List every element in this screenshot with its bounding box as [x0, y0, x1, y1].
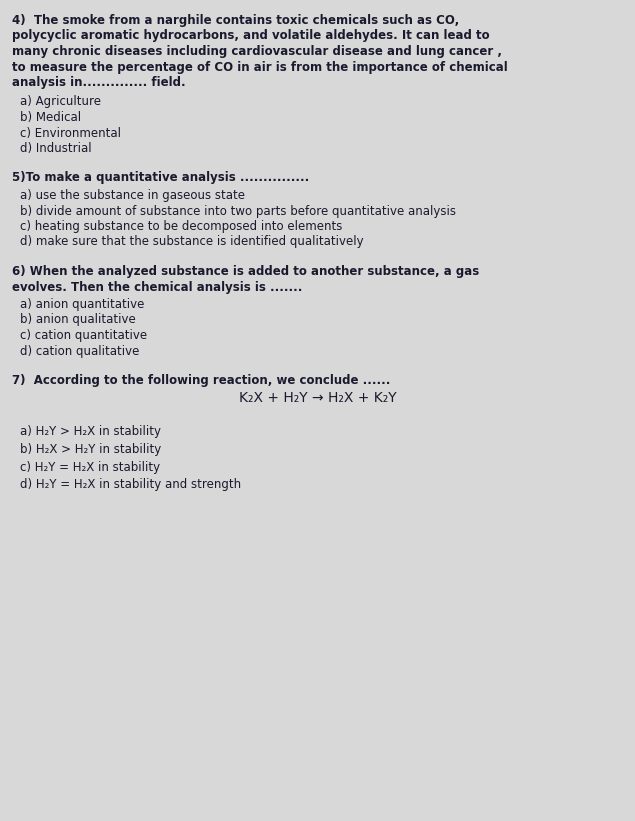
Text: polycyclic aromatic hydrocarbons, and volatile aldehydes. It can lead to: polycyclic aromatic hydrocarbons, and vo…	[12, 30, 490, 43]
Text: 4)  The smoke from a narghile contains toxic chemicals such as CO,: 4) The smoke from a narghile contains to…	[12, 14, 459, 27]
Text: b) Medical: b) Medical	[20, 111, 81, 124]
Text: evolves. Then the chemical analysis is .......: evolves. Then the chemical analysis is .…	[12, 281, 302, 293]
Text: d) cation qualitative: d) cation qualitative	[20, 345, 139, 357]
Text: a) anion quantitative: a) anion quantitative	[20, 298, 144, 311]
Text: a) Agriculture: a) Agriculture	[20, 95, 101, 108]
Text: c) cation quantitative: c) cation quantitative	[20, 329, 147, 342]
Text: K₂X + H₂Y → H₂X + K₂Y: K₂X + H₂Y → H₂X + K₂Y	[239, 392, 396, 406]
Text: 7)  According to the following reaction, we conclude ......: 7) According to the following reaction, …	[12, 374, 391, 387]
Text: d) make sure that the substance is identified qualitatively: d) make sure that the substance is ident…	[20, 236, 364, 249]
Text: d) Industrial: d) Industrial	[20, 142, 91, 155]
Text: a) H₂Y > H₂X in stability: a) H₂Y > H₂X in stability	[20, 425, 161, 438]
Text: d) H₂Y = H₂X in stability and strength: d) H₂Y = H₂X in stability and strength	[20, 478, 241, 491]
Text: c) H₂Y = H₂X in stability: c) H₂Y = H₂X in stability	[20, 461, 160, 474]
Text: a) use the substance in gaseous state: a) use the substance in gaseous state	[20, 189, 245, 202]
Text: to measure the percentage of CO in air is from the importance of chemical: to measure the percentage of CO in air i…	[12, 61, 508, 74]
Text: analysis in.............. field.: analysis in.............. field.	[12, 76, 185, 89]
Text: 5)To make a quantitative analysis ...............: 5)To make a quantitative analysis ......…	[12, 172, 309, 185]
Text: b) H₂X > H₂Y in stability: b) H₂X > H₂Y in stability	[20, 443, 161, 456]
Text: b) divide amount of substance into two parts before quantitative analysis: b) divide amount of substance into two p…	[20, 204, 456, 218]
Text: c) heating substance to be decomposed into elements: c) heating substance to be decomposed in…	[20, 220, 342, 233]
Text: many chronic diseases including cardiovascular disease and lung cancer ,: many chronic diseases including cardiova…	[12, 45, 502, 58]
Text: b) anion qualitative: b) anion qualitative	[20, 314, 136, 327]
Text: 6) When the analyzed substance is added to another substance, a gas: 6) When the analyzed substance is added …	[12, 265, 479, 278]
Text: c) Environmental: c) Environmental	[20, 126, 121, 140]
